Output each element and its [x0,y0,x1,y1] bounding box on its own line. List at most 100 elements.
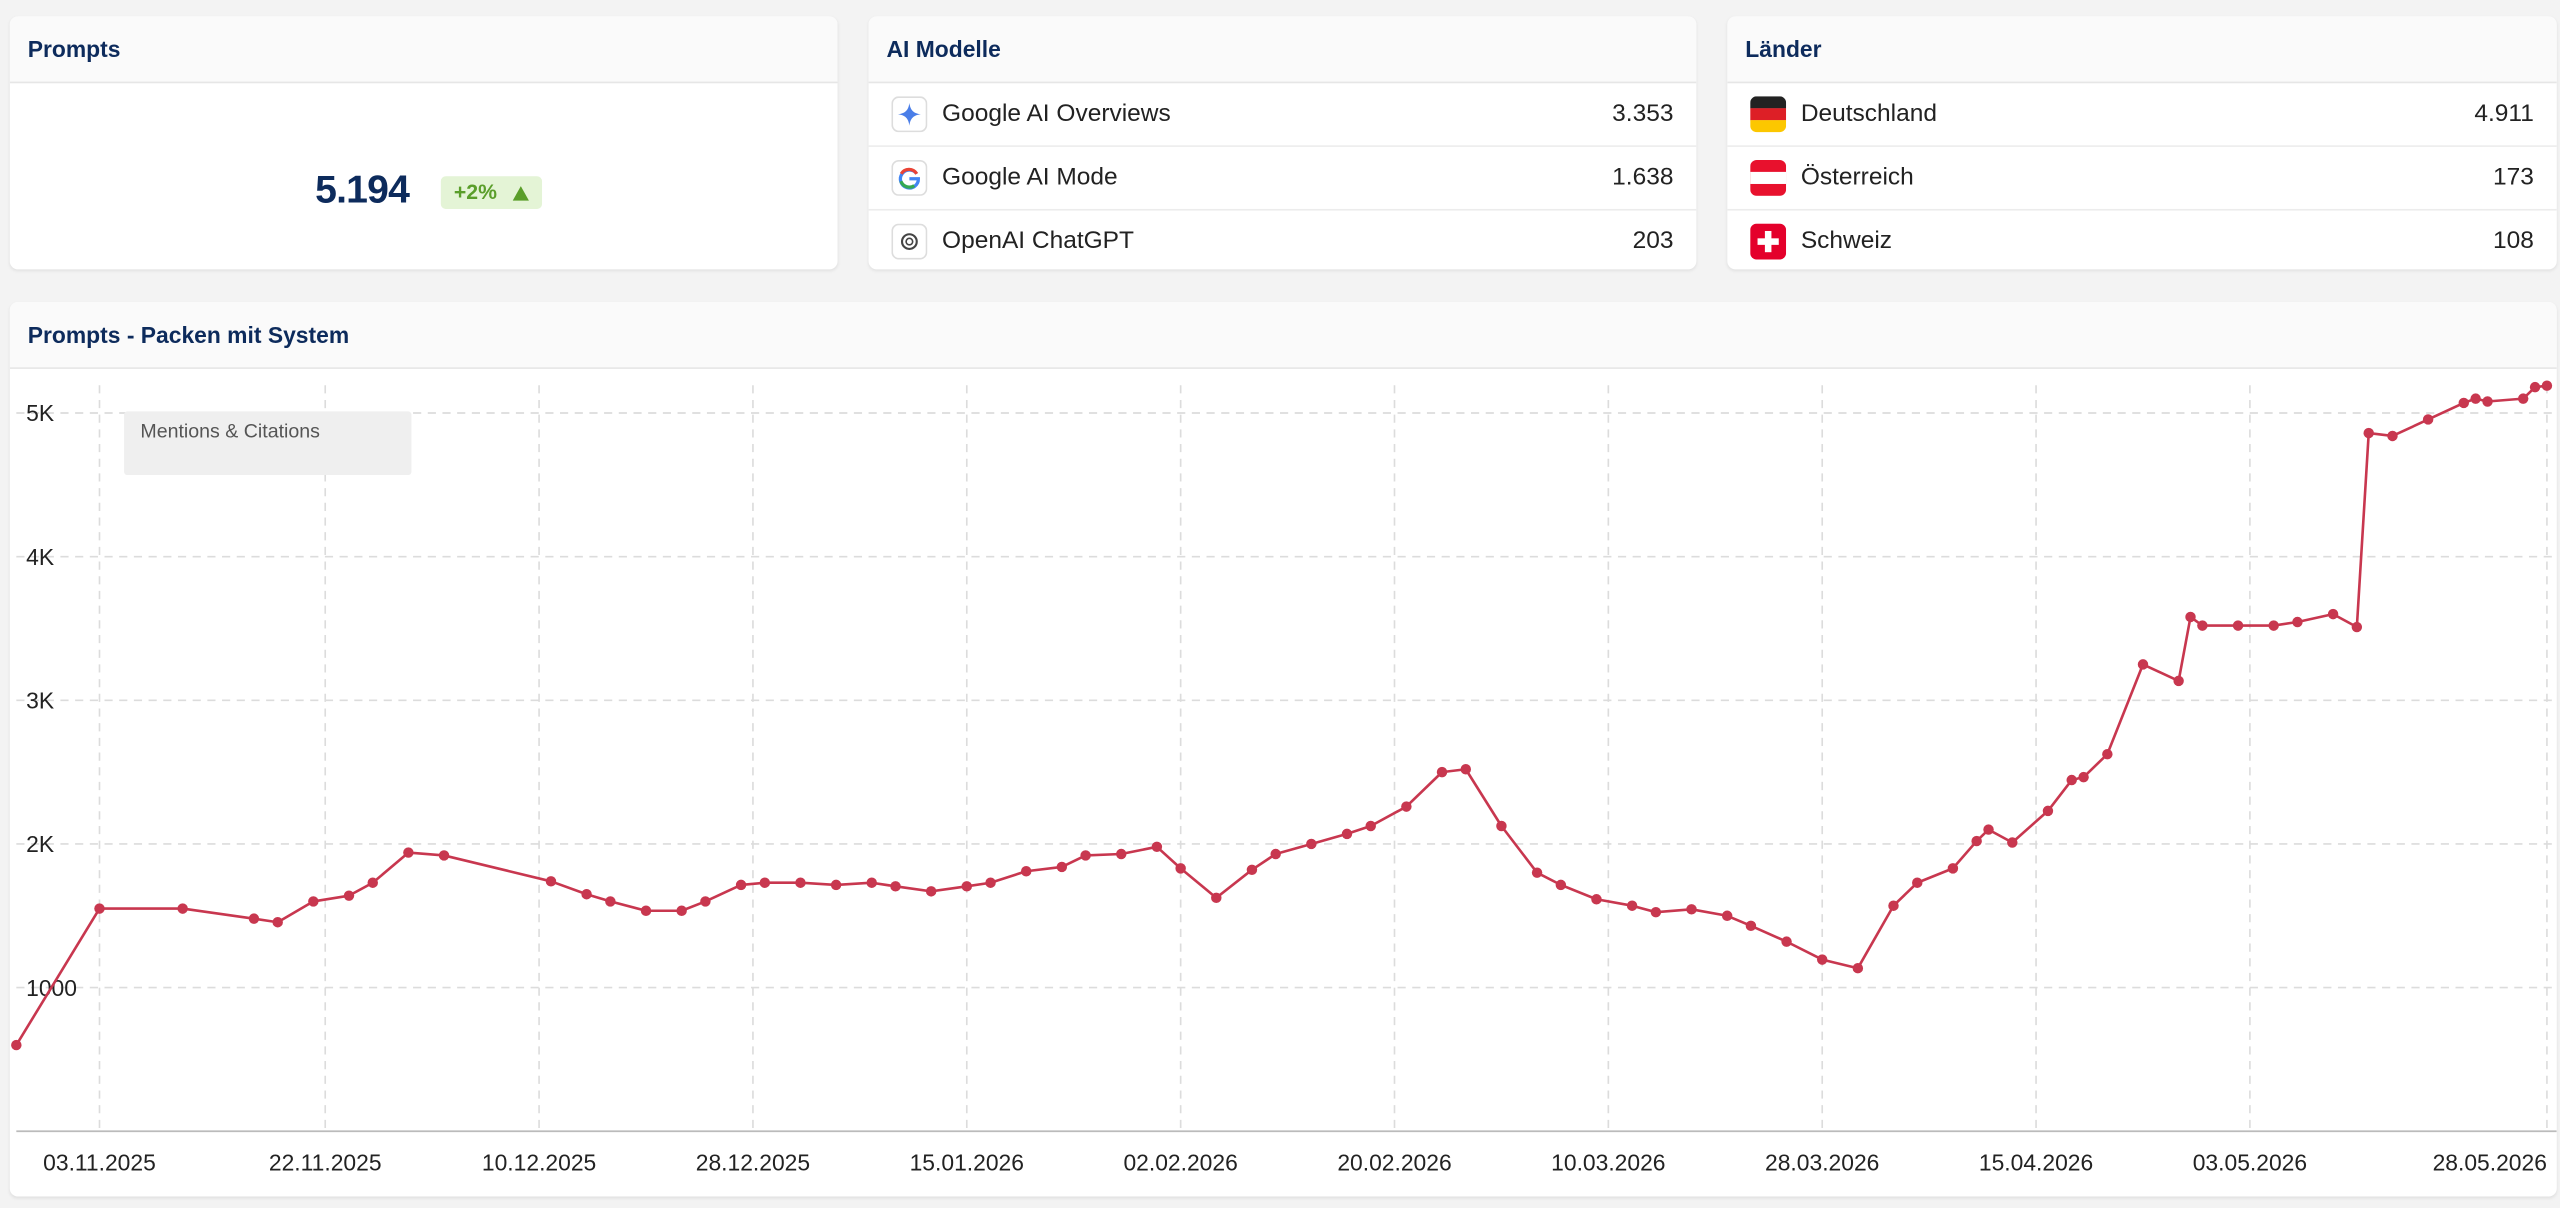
point [1020,866,1032,877]
point [2458,397,2469,409]
x-tick-label: 10.12.2025 [482,1149,596,1175]
line [15,384,2548,1046]
point [1401,801,1412,812]
point [2007,837,2018,848]
point [248,913,260,924]
flag-at [1750,159,1787,196]
point [676,905,687,916]
prompt-count: 5.194 [315,168,410,213]
point [640,905,652,916]
point [2529,381,2541,393]
point [1626,900,1638,911]
model-row: Google AI Mode 1.638 [868,147,1697,211]
point [2327,608,2339,620]
point [1721,910,1733,922]
point [403,847,414,858]
point [177,903,188,914]
point [2173,675,2184,687]
flag-ch [1750,223,1787,260]
point [890,881,901,892]
x-tick-label: 02.02.2026 [1123,1149,1237,1175]
point [1151,841,1163,853]
point [1816,954,1828,965]
point [1175,863,1186,874]
point [1745,920,1757,932]
point [1116,848,1127,860]
point [925,886,937,897]
point [1496,820,1507,832]
point [2197,620,2208,631]
point [1983,824,1994,835]
point [1056,861,1068,873]
up-arrow [512,186,529,201]
card-title: AI Modelle [868,16,1697,84]
country-row: Österreich 173 [1727,147,2557,211]
point [700,896,711,907]
change-text: +2% [453,179,497,205]
point [2482,396,2493,407]
point [1555,879,1567,891]
point [1460,764,1472,775]
x-tick-label: 15.04.2026 [1979,1149,2093,1175]
google-icon [891,159,928,196]
point [2517,393,2529,404]
point [2292,616,2303,628]
country-value: 108 [2493,226,2534,255]
point [1947,863,1959,874]
prompts-card: Prompts 5.194 +2% [9,16,838,270]
y-tick-label: 4K [26,544,54,570]
point [759,877,771,888]
point [1650,906,1662,918]
point [1341,828,1353,840]
point [272,917,283,928]
point [581,889,592,900]
model-name: Google AI Mode [942,163,1118,191]
ai-models-card: AI Modelle Google AI Overviews 3.353 Goo… [868,16,1697,270]
y-tick-label: 3K [26,687,54,713]
model-value: 1.638 [1612,163,1674,191]
chart-title: Prompts - Packen mit System [9,301,2557,369]
point [2387,430,2398,442]
x-tick-label: 20.02.2026 [1337,1149,1451,1175]
x-tick-label: 03.11.2025 [43,1149,156,1175]
point [1270,848,1281,860]
model-name: OpenAI ChatGPT [942,226,1134,255]
point [545,876,557,887]
point [795,877,806,888]
model-row: OpenAI ChatGPT 203 [869,211,1697,270]
point [1080,850,1091,861]
legend-box [124,411,412,476]
point [1306,838,1317,850]
point [985,877,996,888]
point [1971,835,1982,847]
model-name: Google AI Overviews [942,99,1171,128]
point [830,879,842,891]
point [2422,414,2434,425]
card-title: Länder [1727,16,2557,84]
x-tick-label: 10.03.2026 [1551,1149,1665,1175]
x-tick-label: 28.03.2026 [1765,1149,1879,1175]
point [1531,867,1543,878]
country-row: Schweiz 108 [1727,211,2556,270]
x-tick-label: 03.05.2026 [2193,1149,2307,1175]
country-value: 4.911 [2474,99,2534,128]
x-tick-label: 28.12.2025 [696,1149,810,1175]
point [1888,900,1899,911]
point [11,1039,22,1051]
openai-icon [891,223,928,260]
chart-card: Prompts - Packen mit System 1000 2K 3K 4K 5K… [9,301,2557,1197]
point [2066,774,2077,786]
y-tick-label: 5K [26,400,54,426]
gemini-icon [891,96,928,133]
point [438,850,450,861]
country-value: 173 [2493,163,2534,191]
country-name: Deutschland [1800,99,1937,128]
point [2185,611,2196,623]
point [2470,393,2481,404]
point [2351,621,2363,633]
country-name: Schweiz [1800,226,1893,255]
model-row: Google AI Overviews 3.353 [868,83,1697,147]
y-tick-label: 2K [26,831,54,857]
